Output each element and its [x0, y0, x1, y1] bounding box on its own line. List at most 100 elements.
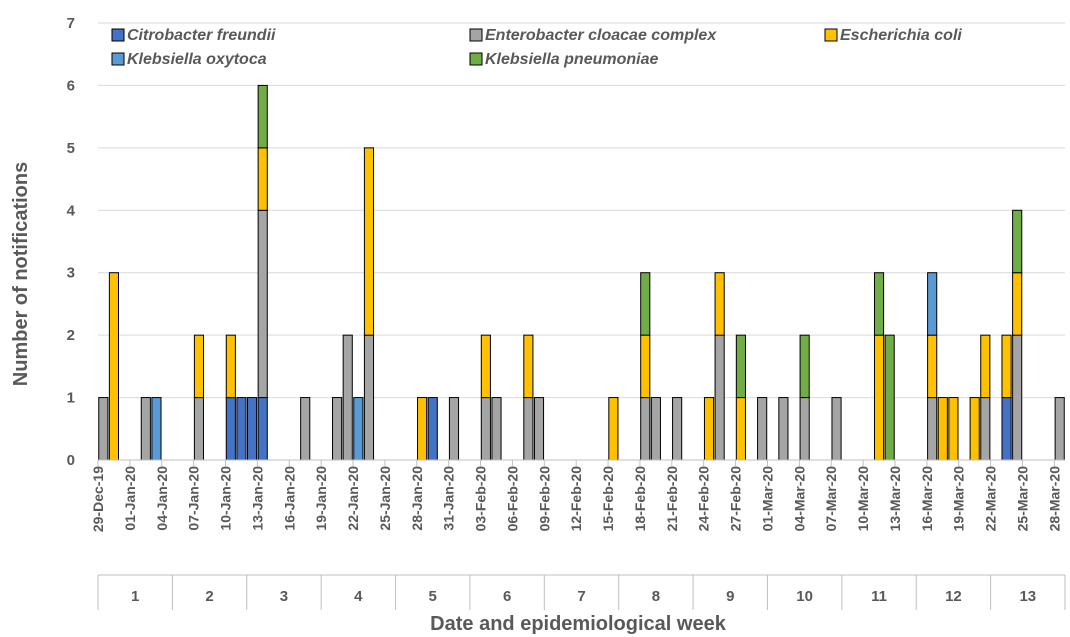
- week-label: 7: [577, 588, 585, 605]
- bar-escherichia-coli-2020-03-20: [969, 397, 980, 461]
- legend-label-klebsiella-pneumoniae: Klebsiella pneumoniae: [485, 51, 658, 68]
- bar-klebsiella-pneumoniae-2020-03-12: [884, 334, 895, 461]
- bar-klebsiella-pneumoniae-2020-03-11: [873, 272, 885, 336]
- bar-klebsiella-pneumoniae-2020-02-27: [735, 334, 746, 399]
- x-date-label: 31-Jan-20: [441, 466, 457, 531]
- x-date-label: 10-Jan-20: [218, 466, 234, 531]
- x-date-label: 19-Jan-20: [313, 466, 329, 531]
- bar-enterobacter-cloacae-complex-2020-03-28: [1054, 397, 1065, 461]
- week-label: 4: [354, 588, 363, 605]
- bar-enterobacter-cloacae-complex-2020-01-31: [448, 397, 460, 461]
- legend-swatch-citrobacter-freundii: [111, 28, 125, 42]
- bar-enterobacter-cloacae-complex-2020-03-07: [831, 397, 842, 461]
- legend-label-citrobacter-freundii: Citrobacter freundii: [127, 27, 276, 44]
- week-label: 9: [726, 588, 734, 605]
- bar-enterobacter-cloacae-complex-2020-03-16: [927, 397, 938, 461]
- legend-swatch-escherichia-coli: [824, 28, 838, 42]
- x-date-label: 07-Mar-20: [823, 466, 839, 532]
- x-date-label: 13-Jan-20: [249, 466, 265, 531]
- bar-enterobacter-cloacae-complex-2020-02-29: [757, 397, 768, 461]
- x-axis-title: Date and epidemiological week: [430, 613, 727, 635]
- week-label: 5: [429, 588, 437, 605]
- x-date-label: 01-Jan-20: [122, 466, 138, 531]
- bar-citrobacter-freundii-2020-01-13: [257, 397, 268, 461]
- bar-escherichia-coli-2020-02-03: [480, 334, 491, 399]
- bar-escherichia-coli-2020-02-07: [523, 334, 534, 399]
- gridlines: [98, 22, 1065, 399]
- bar-enterobacter-cloacae-complex-2020-02-18: [640, 397, 651, 461]
- x-date-label: 22-Mar-20: [983, 466, 999, 532]
- x-date-label: 22-Jan-20: [345, 466, 361, 531]
- bar-enterobacter-cloacae-complex-2020-01-17: [300, 397, 311, 461]
- y-tick-label: 7: [67, 15, 75, 32]
- bar-escherichia-coli-2020-02-18: [640, 334, 651, 399]
- x-date-label: 06-Feb-20: [504, 466, 520, 532]
- x-date-label: 25-Mar-20: [1014, 466, 1030, 532]
- bar-enterobacter-cloacae-complex-2020-02-08: [533, 397, 545, 461]
- bar-escherichia-coli-2020-02-27: [735, 397, 746, 461]
- week-label: 8: [652, 588, 660, 605]
- bar-enterobacter-cloacae-complex-2020-02-19: [650, 397, 661, 461]
- x-date-label: 10-Mar-20: [855, 466, 871, 532]
- x-date-label: 21-Feb-20: [664, 466, 680, 532]
- x-date-label: 16-Jan-20: [281, 466, 297, 531]
- x-date-label: 07-Jan-20: [186, 466, 202, 531]
- x-date-label: 01-Mar-20: [759, 466, 775, 532]
- x-date-label: 29-Dec-19: [90, 466, 106, 532]
- x-date-label: 28-Jan-20: [409, 466, 425, 531]
- week-label: 2: [205, 588, 213, 605]
- legend-swatch-klebsiella-pneumoniae: [469, 52, 483, 66]
- x-date-label: 25-Jan-20: [377, 466, 393, 531]
- legend-label-escherichia-coli: Escherichia coli: [840, 27, 962, 44]
- y-tick-label: 1: [67, 390, 75, 407]
- bar-escherichia-coli-2020-03-23: [1001, 334, 1012, 399]
- bar-escherichia-coli-2020-01-10: [225, 334, 236, 399]
- week-label: 11: [871, 588, 887, 605]
- bar-enterobacter-cloacae-complex-2020-02-03: [480, 397, 491, 461]
- x-date-label: 19-Mar-20: [951, 466, 967, 532]
- bar-enterobacter-cloacae-complex-2020-03-02: [778, 397, 789, 461]
- x-date-label: 03-Feb-20: [473, 466, 489, 532]
- x-date-label: 04-Mar-20: [791, 466, 807, 532]
- bar-escherichia-coli-2020-03-21: [980, 334, 991, 399]
- week-label: 13: [1019, 588, 1036, 605]
- legend: Citrobacter freundii Enterobacter cloacae…: [111, 27, 962, 68]
- bar-klebsiella-oxytoca-2020-01-22: [353, 397, 364, 461]
- bar-klebsiella-pneumoniae-2020-03-24: [1012, 209, 1023, 274]
- bar-escherichia-coli-2020-01-23: [363, 147, 375, 336]
- y-tick-label: 4: [67, 202, 76, 219]
- legend-label-klebsiella-oxytoca: Klebsiella oxytoca: [127, 51, 267, 68]
- x-date-label: 18-Feb-20: [632, 466, 648, 532]
- bar-escherichia-coli-2020-02-24: [703, 397, 715, 461]
- bar-enterobacter-cloacae-complex-2020-03-24: [1012, 334, 1023, 461]
- legend-label-enterobacter-cloacae-complex: Enterobacter cloacae complex: [485, 27, 717, 44]
- legend-swatch-klebsiella-oxytoca: [111, 52, 125, 66]
- bar-escherichia-coli-2020-03-24: [1012, 272, 1023, 336]
- bar-enterobacter-cloacae-complex-2020-02-21: [672, 397, 683, 461]
- week-label: 6: [503, 588, 511, 605]
- week-label: 1: [131, 588, 139, 605]
- bar-escherichia-coli-2020-01-28: [417, 397, 428, 461]
- x-date-label: 28-Mar-20: [1046, 466, 1062, 532]
- bar-escherichia-coli-2020-01-13: [257, 147, 268, 211]
- bar-escherichia-coli-2020-03-18: [948, 397, 959, 461]
- y-axis-title: Number of notifications: [10, 162, 32, 386]
- x-date-label: 04-Jan-20: [154, 466, 170, 531]
- x-date-label: 15-Feb-20: [600, 466, 616, 532]
- bar-escherichia-coli-2020-03-16: [927, 334, 938, 399]
- y-tick-label: 2: [67, 327, 75, 344]
- x-date-label: 27-Feb-20: [728, 466, 744, 532]
- bar-escherichia-coli-2020-03-11: [873, 334, 885, 461]
- bar-enterobacter-cloacae-complex-2020-01-20: [332, 397, 343, 461]
- y-tick-label: 0: [67, 452, 75, 469]
- x-date-label: 12-Feb-20: [568, 466, 584, 532]
- bar-enterobacter-cloacae-complex-2020-03-04: [799, 397, 810, 461]
- week-label: 12: [945, 588, 962, 605]
- bar-enterobacter-cloacae-complex-2020-01-21: [342, 334, 353, 461]
- bar-enterobacter-cloacae-complex-2020-02-04: [491, 397, 502, 461]
- week-label: 10: [796, 588, 813, 605]
- bar-citrobacter-freundii-2020-01-29: [427, 397, 438, 461]
